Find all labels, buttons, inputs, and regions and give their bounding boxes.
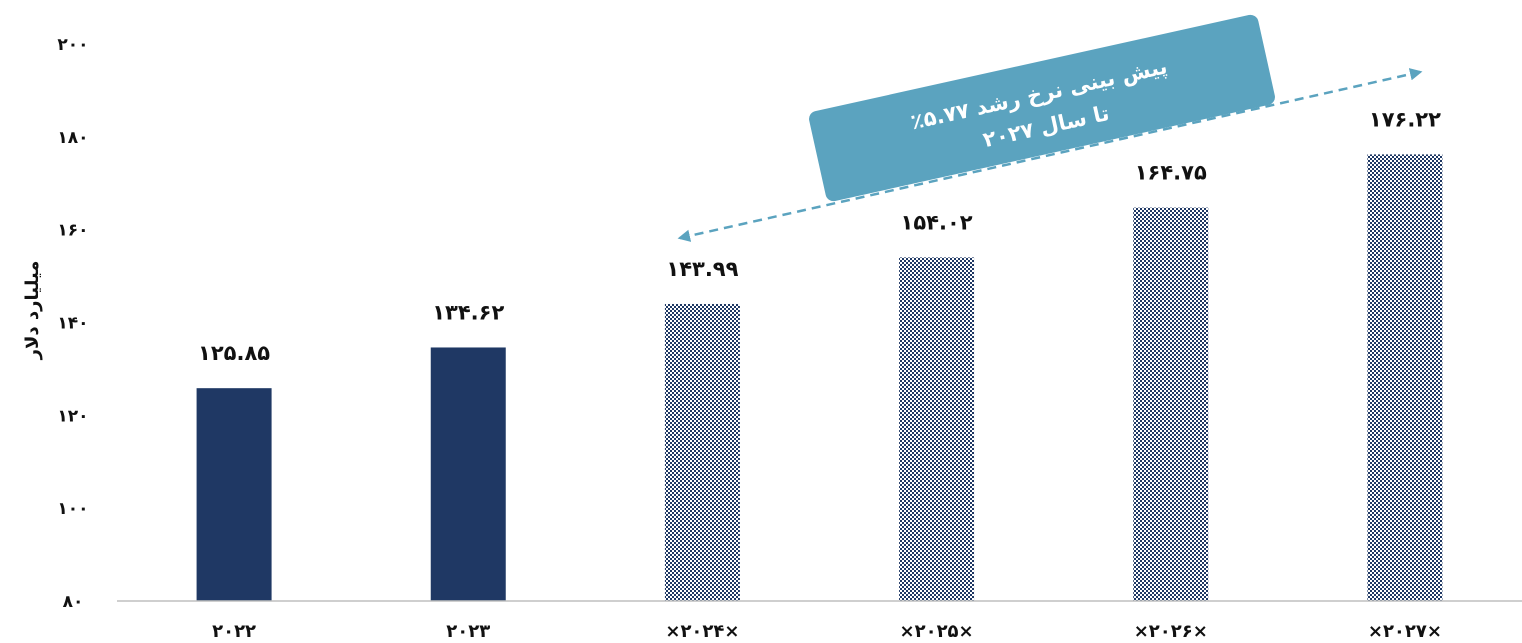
forecast-bar (1133, 207, 1209, 601)
bar-value-label: ۱۴۳.۹۹ (666, 257, 738, 281)
bar (196, 388, 272, 601)
y-tick-label: ۱۲۰ (57, 406, 88, 426)
y-tick-label: ۱۸۰ (57, 128, 88, 148)
x-category-label: ×۲۰۲۵× (900, 621, 974, 642)
forecast-bar (1367, 154, 1443, 601)
forecast-bar (899, 257, 975, 601)
y-axis-tick-labels: ۸۰ ۱۰۰ ۱۲۰ ۱۴۰ ۱۶۰ ۱۸۰ ۲۰۰ (57, 35, 88, 612)
bar-value-label: ۱۶۴.۷۵ (1135, 161, 1207, 185)
x-category-label: ۲۰۲۳ (446, 621, 490, 642)
forecast-bar (664, 303, 740, 601)
x-axis-category-labels: ۲۰۲۲ ۲۰۲۳ ×۲۰۲۴× ×۲۰۲۵× ×۲۰۲۶× ×۲۰۲۷× (212, 621, 1442, 642)
x-category-label: ×۲۰۲۴× (665, 621, 739, 642)
bar-value-label: ۱۲۵.۸۵ (198, 341, 270, 365)
y-tick-label: ۱۶۰ (57, 221, 88, 241)
bar-value-label: ۱۷۶.۲۲ (1369, 107, 1441, 131)
bar-value-label: ۱۳۴.۶۲ (432, 300, 504, 324)
y-axis-title: میلیارد دلار (22, 261, 43, 361)
bar (430, 347, 506, 601)
growth-annotation: پیش بینی نرخ رشد ۵.۷۷٪ تا سال ۲۰۲۷ (809, 14, 1275, 202)
x-category-label: ۲۰۲۲ (212, 621, 256, 642)
y-tick-label: ۲۰۰ (57, 35, 88, 55)
y-tick-label: ۸۰ (63, 592, 84, 612)
x-category-label: ×۲۰۲۶× (1134, 621, 1208, 642)
bar-value-label: ۱۵۴.۰۲ (901, 210, 973, 234)
x-category-label: ×۲۰۲۷× (1368, 621, 1442, 642)
y-tick-label: ۱۰۰ (57, 499, 88, 519)
y-tick-label: ۱۴۰ (57, 314, 88, 334)
annotation-box (809, 14, 1275, 202)
bars (196, 154, 1443, 601)
growth-arrow (677, 68, 1423, 242)
